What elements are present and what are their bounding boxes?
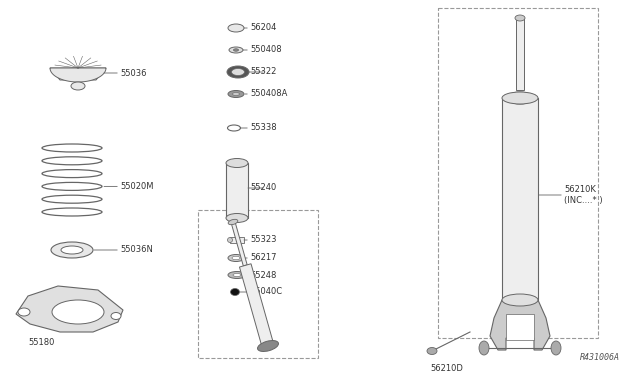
Ellipse shape xyxy=(228,254,244,262)
Text: 56217: 56217 xyxy=(244,253,276,263)
Text: 55020M: 55020M xyxy=(104,182,154,191)
Ellipse shape xyxy=(233,273,241,276)
Ellipse shape xyxy=(228,90,244,97)
Ellipse shape xyxy=(232,68,244,76)
Ellipse shape xyxy=(228,272,246,279)
Ellipse shape xyxy=(232,93,239,96)
Text: 55040C: 55040C xyxy=(239,288,282,296)
Text: 55322: 55322 xyxy=(248,67,276,77)
Ellipse shape xyxy=(507,92,533,104)
Ellipse shape xyxy=(479,341,489,355)
Ellipse shape xyxy=(502,294,538,306)
Text: R431006A: R431006A xyxy=(580,353,620,362)
Text: 55240: 55240 xyxy=(248,183,276,192)
Ellipse shape xyxy=(257,340,278,352)
Polygon shape xyxy=(50,68,106,82)
Ellipse shape xyxy=(228,219,238,225)
Polygon shape xyxy=(16,286,123,332)
Text: 55180: 55180 xyxy=(28,338,54,347)
Text: 55248: 55248 xyxy=(246,270,276,279)
Ellipse shape xyxy=(71,82,85,90)
Ellipse shape xyxy=(51,242,93,258)
Ellipse shape xyxy=(226,158,248,167)
Text: 56210K
(INC....* ): 56210K (INC....* ) xyxy=(538,185,603,205)
Ellipse shape xyxy=(230,289,239,295)
Bar xyxy=(226,163,248,218)
Ellipse shape xyxy=(227,66,249,78)
Bar xyxy=(198,210,318,358)
Polygon shape xyxy=(50,68,106,80)
Text: 56204: 56204 xyxy=(244,23,276,32)
Ellipse shape xyxy=(52,300,104,324)
Text: 550408: 550408 xyxy=(243,45,282,55)
Polygon shape xyxy=(231,221,247,266)
Bar xyxy=(438,8,598,338)
Ellipse shape xyxy=(232,256,240,260)
Polygon shape xyxy=(490,300,550,350)
Ellipse shape xyxy=(427,347,437,355)
Text: 55036: 55036 xyxy=(104,68,147,77)
Bar xyxy=(502,98,538,300)
Ellipse shape xyxy=(502,92,538,104)
Ellipse shape xyxy=(234,49,239,51)
Ellipse shape xyxy=(229,47,243,53)
Text: 550408A: 550408A xyxy=(245,90,287,99)
Ellipse shape xyxy=(226,214,248,222)
Ellipse shape xyxy=(111,312,121,320)
Ellipse shape xyxy=(228,24,244,32)
Polygon shape xyxy=(239,264,274,347)
Ellipse shape xyxy=(515,15,525,21)
Text: 55323: 55323 xyxy=(244,235,276,244)
Bar xyxy=(516,18,524,90)
Polygon shape xyxy=(506,314,534,340)
Text: 55036N: 55036N xyxy=(94,246,153,254)
Bar xyxy=(230,237,244,243)
Ellipse shape xyxy=(18,308,30,316)
Text: 56210D: 56210D xyxy=(430,364,463,372)
Ellipse shape xyxy=(227,237,232,243)
Text: 55338: 55338 xyxy=(240,124,276,132)
Ellipse shape xyxy=(61,246,83,254)
Ellipse shape xyxy=(551,341,561,355)
